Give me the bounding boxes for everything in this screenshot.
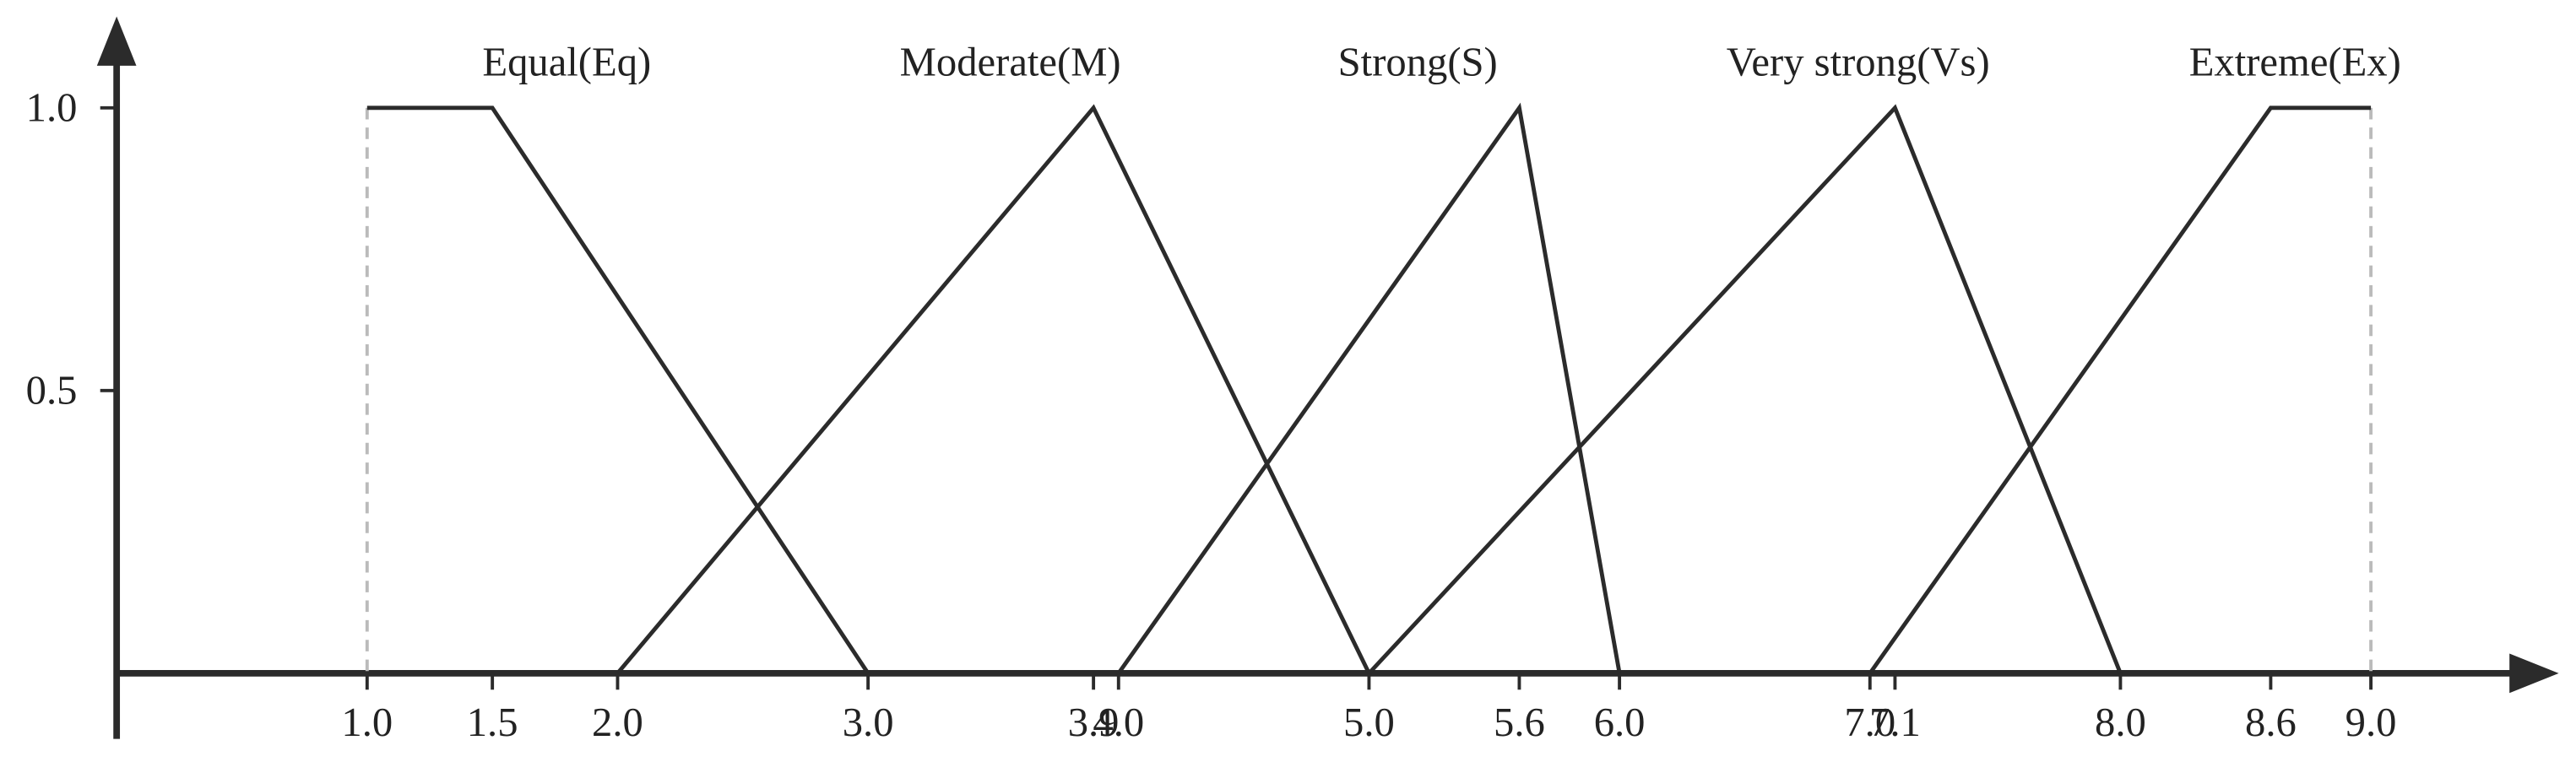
series-label: Extreme(Ex) [2189,40,2401,85]
x-tick-label: 9.0 [2346,700,2397,745]
membership-line [1367,104,2123,675]
membership-line [616,104,1371,675]
x-tick-label: 8.0 [2095,700,2146,745]
x-tick-label: 5.0 [1343,700,1395,745]
x-tick-label: 5.6 [1494,700,1545,745]
series-label: Very strong(Vs) [1727,40,1990,85]
x-tick-label: 3.0 [843,700,894,745]
membership-line [1868,105,2372,675]
x-tick-label: 2.0 [592,700,643,745]
x-tick-label: 7.0 [1844,700,1895,745]
membership-line [1116,102,1622,675]
x-axis-arrow [2509,653,2559,694]
y-tick-label: 0.5 [26,367,78,413]
series-label: Moderate(M) [900,40,1121,85]
membership-line [366,105,870,675]
x-tick-label: 6.0 [1594,700,1646,745]
series-label: Strong(S) [1338,40,1498,85]
x-tick-label: 7.1 [1869,700,1921,745]
x-tick-label: 8.6 [2245,700,2297,745]
x-tick-label: 4.0 [1093,700,1144,745]
x-tick-label: 1.0 [341,700,393,745]
y-tick-label: 1.0 [26,84,78,130]
series-label: Equal(Eq) [482,40,651,85]
x-tick-label: 3.9 [1068,700,1120,745]
x-tick-label: 1.5 [467,700,518,745]
y-axis-arrow [96,16,137,66]
